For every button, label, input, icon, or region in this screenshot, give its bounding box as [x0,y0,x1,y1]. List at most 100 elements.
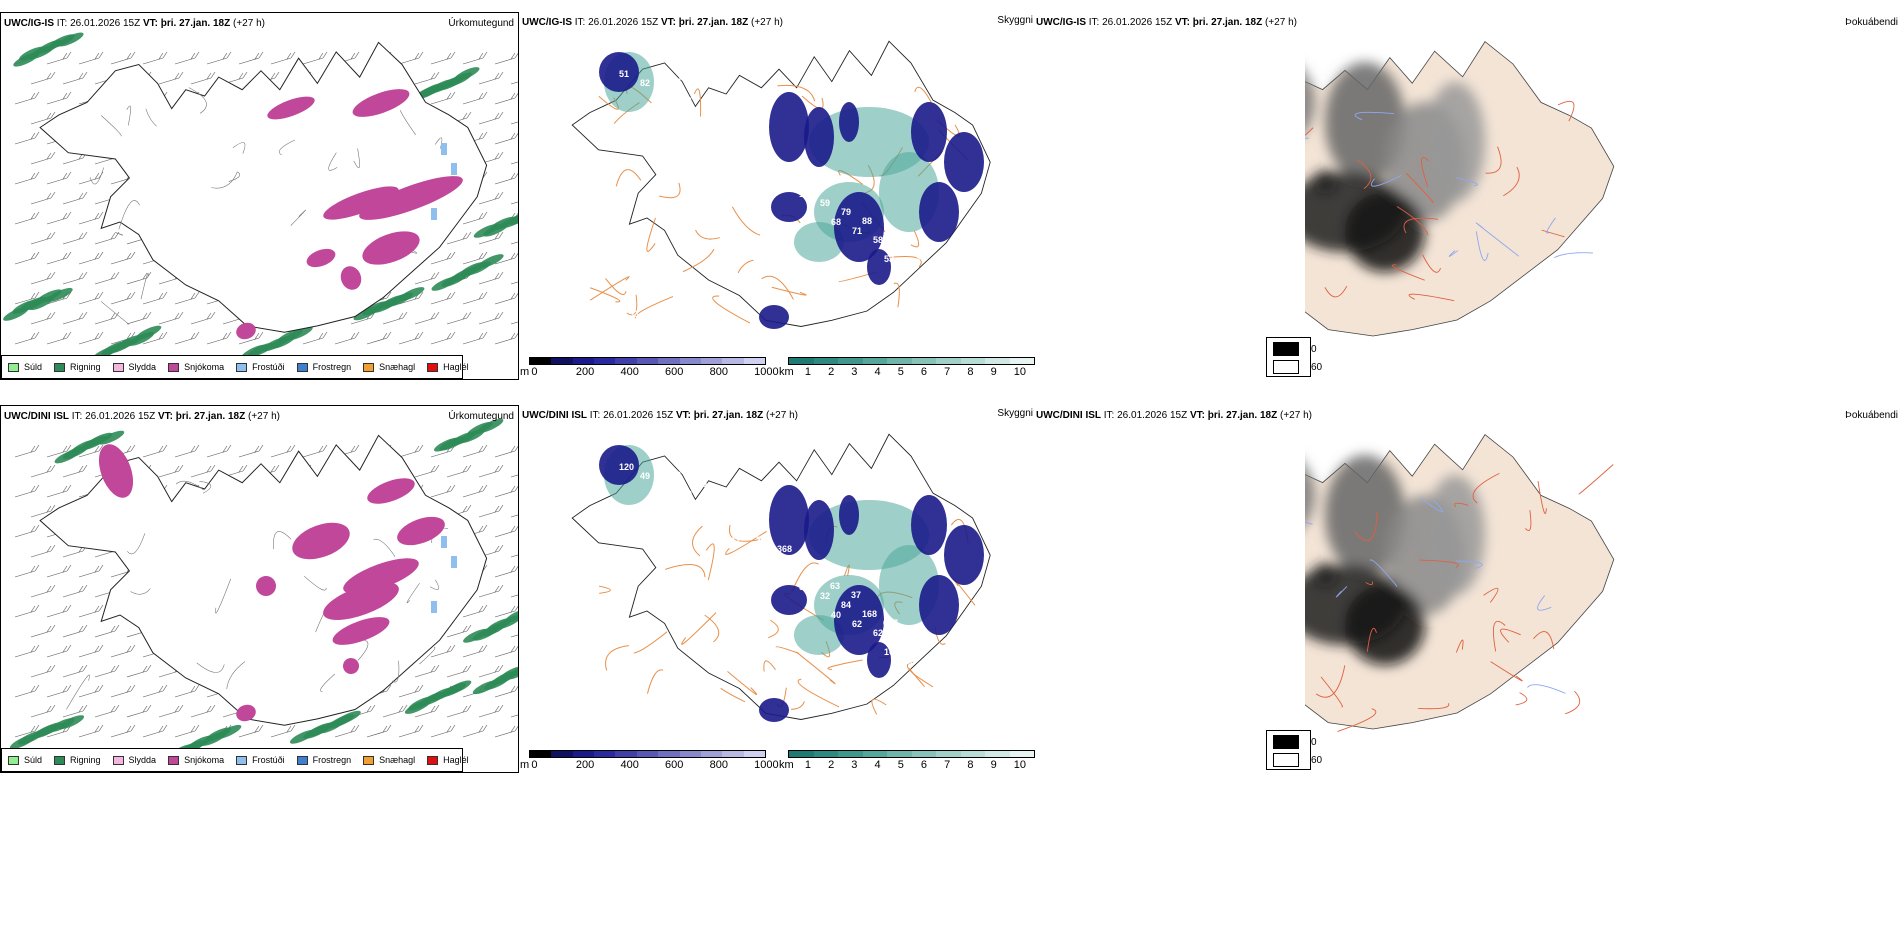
visibility-value-label: 71 [852,226,862,236]
low-visibility-area [599,52,639,92]
snow-area [343,658,359,674]
road-line [1483,587,1499,603]
low-visibility-area [911,102,947,162]
visibility-value-label: 94 [682,96,692,106]
river-line [1448,250,1459,257]
snow-area [256,576,276,596]
model-name: UWC/IG-IS [4,18,54,29]
colorbar-cell [813,751,838,757]
colorbar-tick-label: 9 [990,366,997,378]
wind-barb-icon [478,111,504,125]
snow-area [292,522,350,560]
colorbar-tick-label: 600 [665,366,684,378]
road-line [791,701,805,710]
road-line [1493,620,1506,652]
colorbar-cell [838,751,863,757]
contour-line [66,674,90,710]
visibility-value-label: 76 [650,318,660,328]
snow-area [323,582,399,620]
colorbar-cell [658,751,680,757]
wind-barb-icon [30,624,56,638]
wind-barb-icon [190,71,216,85]
rain-area [453,67,480,81]
fog-swatch-0 [1273,735,1299,749]
wind-barb-icon [30,504,56,518]
visibility-value-label: 62 [852,619,862,629]
wind-barb-icon [462,291,488,305]
wind-barb-icon [478,704,504,718]
wind-barb-icon [510,714,518,718]
wind-barb-icon [110,51,136,65]
wind-barb-icon [14,484,40,498]
wind-barb-icon [78,251,104,265]
contour-line [406,582,420,604]
road-line [1472,472,1500,504]
legend-label: Rigning [70,362,101,372]
it-value: 26.01.2026 15Z [70,18,141,29]
snow-area [397,516,445,546]
colorbar-ticks: km 1 2 3 4 5 6 7 8 9 10 [779,758,1035,771]
river-line [1369,559,1398,587]
road-line [727,670,758,695]
vt-value: þri. 27.jan. 18Z [1192,17,1263,28]
wind-barb-icon [30,544,56,558]
legend-label: Frostregn [312,362,352,372]
wind-barb-icon [62,664,88,678]
legend-swatch [112,755,124,765]
wind-barb-icon [14,524,40,538]
wind-barb-icon [206,51,232,65]
visibility-value-label: 37 [851,590,861,600]
wind-barb-icon [446,704,472,718]
wind-barb-icon [270,724,296,738]
low-visibility-area [759,698,789,722]
colorbar-tick-label: 7 [944,759,951,771]
wind-barb-icon [174,444,200,458]
road-line [796,651,836,685]
wind-barb-icon [190,704,216,718]
colorbar-cell [700,358,723,364]
wind-barb-icon [110,251,136,265]
legend-swatch [8,362,19,372]
road-line [797,678,840,708]
road-line [1557,100,1575,122]
colorbar-cell [985,358,1010,364]
visibility-value-label: 92 [724,507,734,517]
visibility-value-label: 90 [746,152,756,162]
wind-barb-icon [478,311,504,325]
wind-barb-icon [94,271,120,285]
wind-barb-icon [46,444,72,458]
legend-label: Frostregn [312,755,352,765]
visibility-value-label: 65 [778,180,788,190]
legend-item: Slydda [112,362,156,372]
wind-barb-icon [30,271,56,285]
road-line [775,646,799,654]
wind-barb-icon [510,201,518,205]
visibility-value-label: 25 [756,535,766,545]
iceland-precip-map [3,32,518,361]
wind-barb-icon [78,171,104,185]
wind-barb-icon [446,664,472,678]
wind-barb-icon [94,624,120,638]
iceland-visibility-map: 1208710258401079492228056626390833860326… [571,433,991,722]
wind-barb-icon [62,271,88,285]
visibility-value-label: 43 [809,572,819,582]
contour-line [278,139,295,156]
visibility-value-label: 76 [725,143,735,153]
wind-barb-icon [478,584,504,598]
colorbar-ticks: m 0 200 400 600 800 1000 [520,365,779,378]
snow-area [267,96,315,120]
it-label: IT: [71,411,83,422]
rain-area [505,608,518,623]
wind-barb-icon [510,474,518,478]
wind-barb-icon [462,644,488,658]
visibility-colorbar-km: km 1 2 3 4 5 6 7 8 9 10 [779,750,1035,771]
wind-barb-icon [62,464,88,478]
road-line [598,585,611,594]
wind-barb-icon [398,724,424,738]
rain-area [47,287,73,302]
wind-barb-icon [46,564,72,578]
wind-barb-icon [478,504,504,518]
snow-area [362,231,420,265]
wind-barb-icon [14,444,40,458]
legend-swatch [427,755,439,765]
